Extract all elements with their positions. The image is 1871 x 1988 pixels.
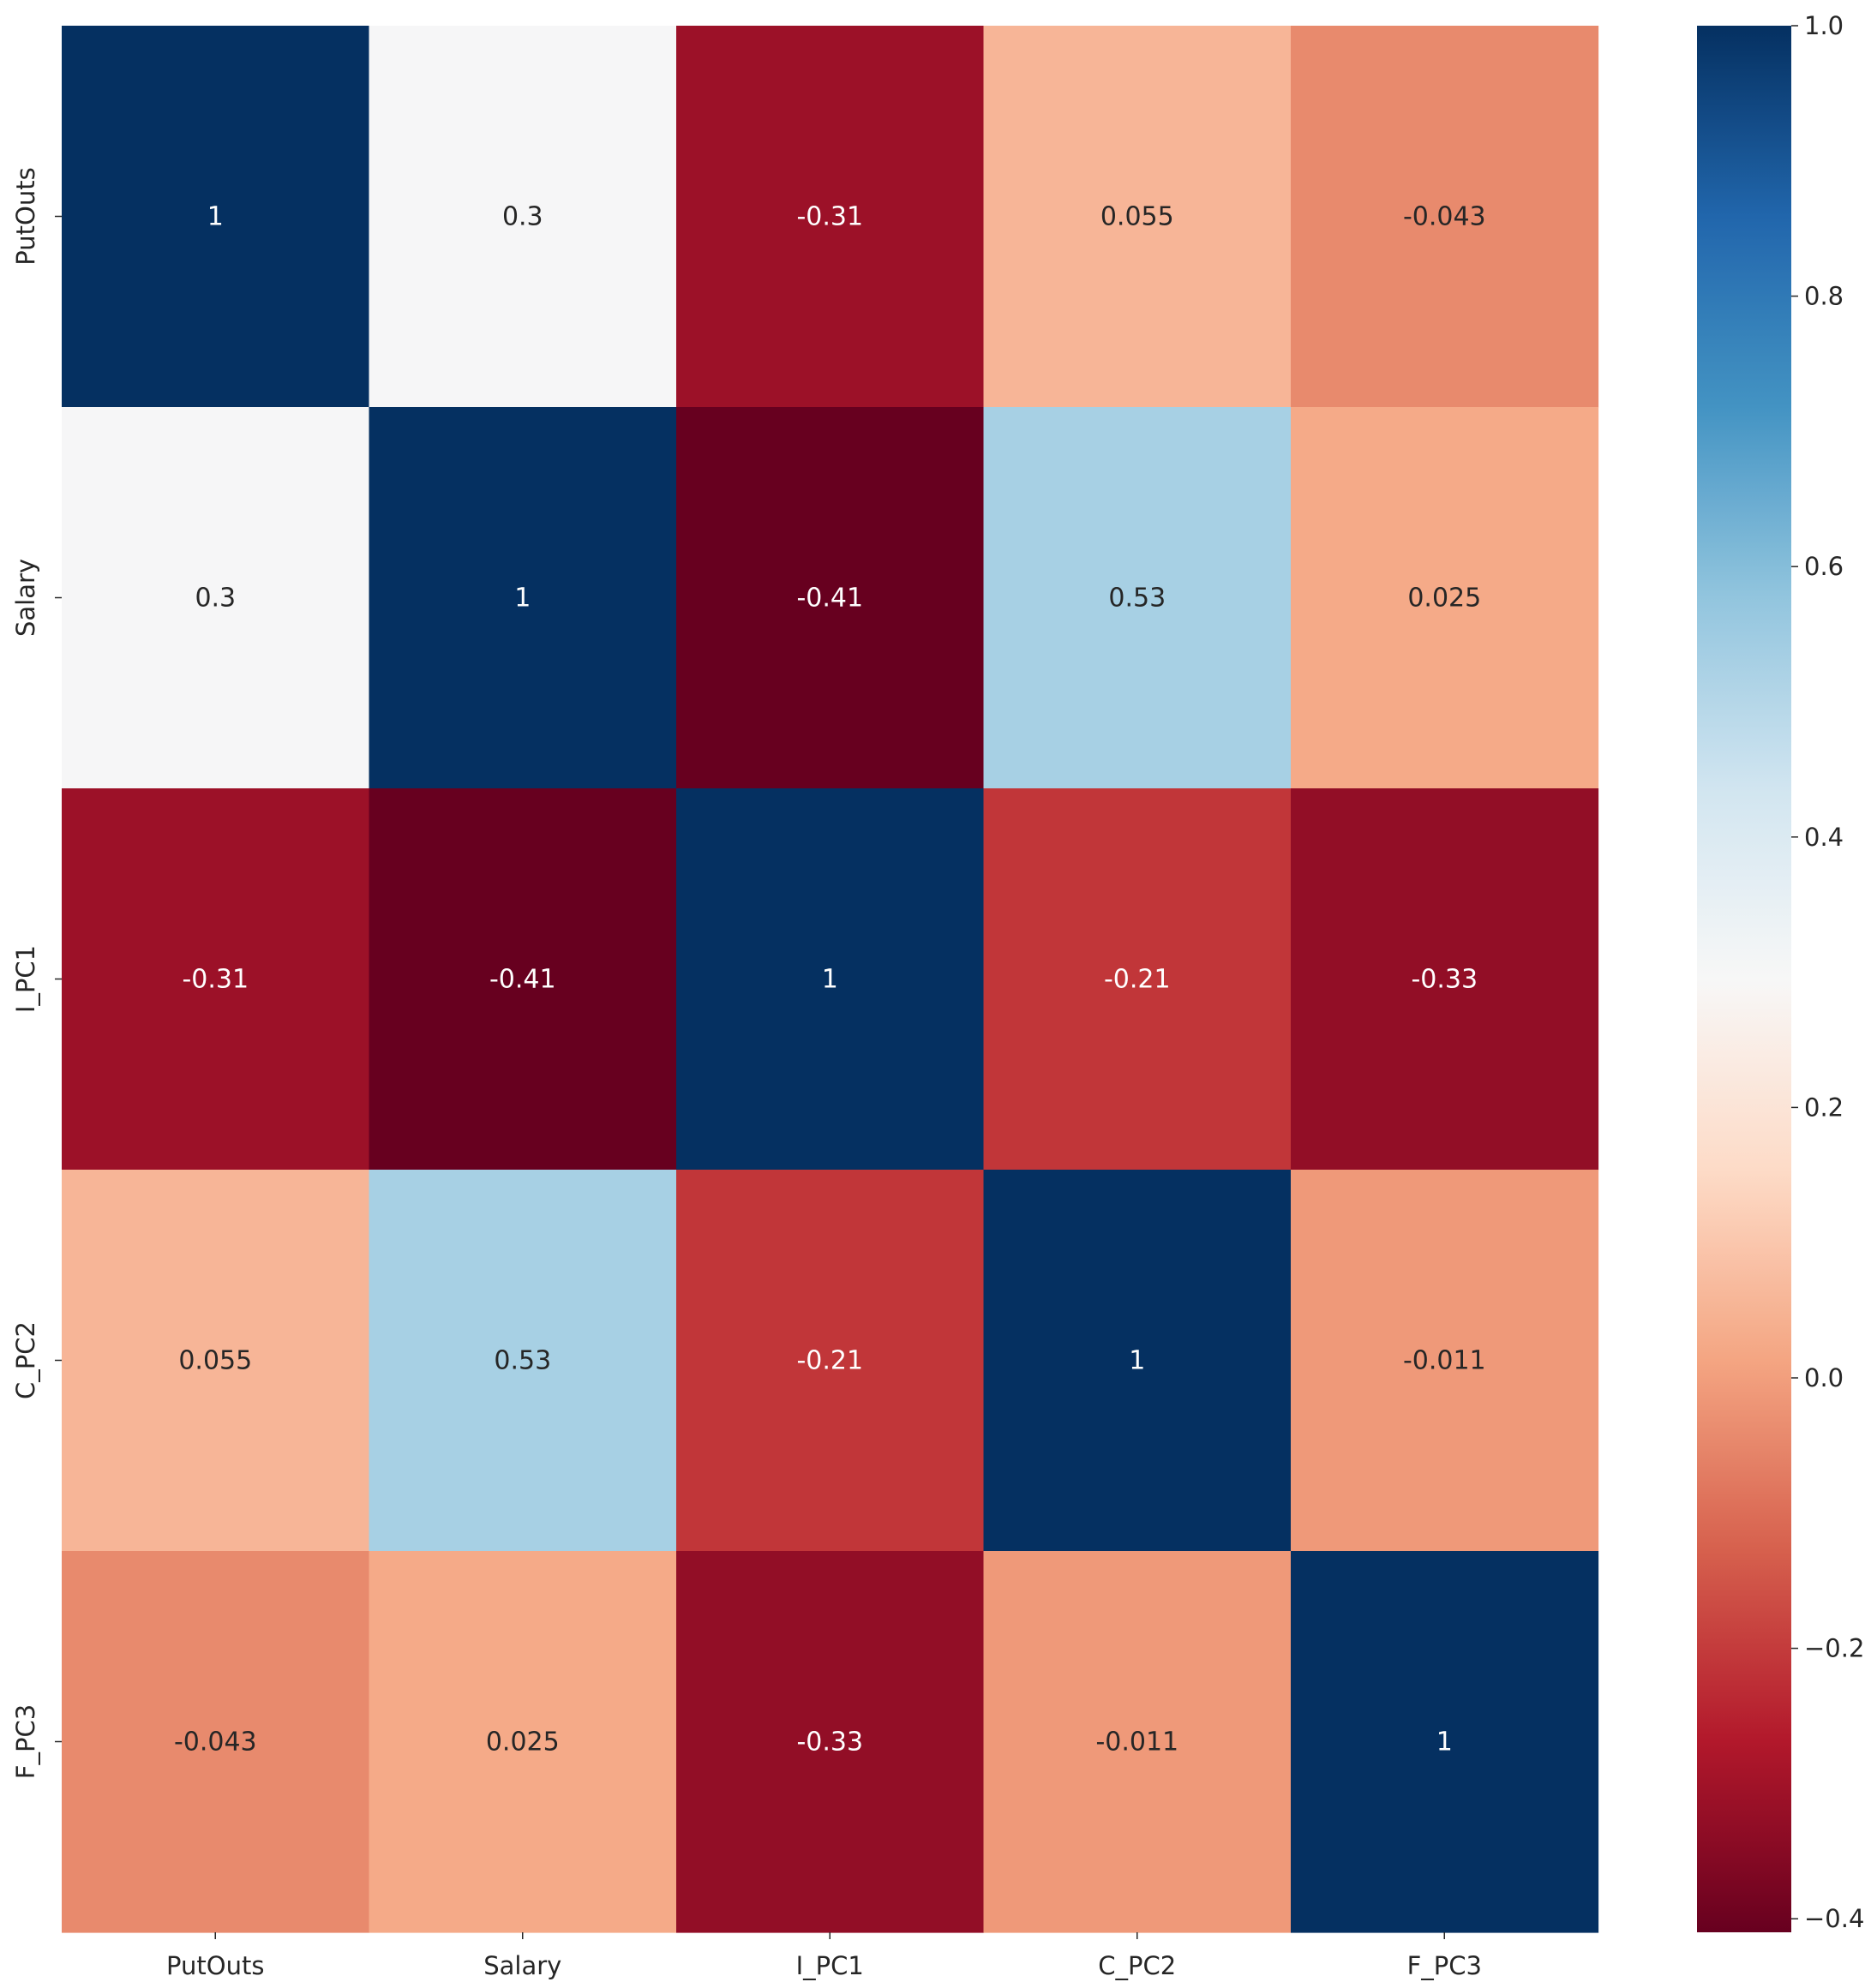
cell-value-label: 1 [514,584,531,614]
cell-value-label: -0.41 [796,584,863,614]
heatmap-cell [676,26,985,408]
x-tick-label: PutOuts [166,1951,264,1980]
heatmap-cell [369,407,677,789]
colorbar-tick-label: 0.2 [1804,1093,1844,1122]
colorbar-tick-label: 0.8 [1804,282,1844,311]
cell-value-label: -0.043 [174,1728,257,1757]
heatmap-cell [62,1551,370,1933]
cell-value-label: 1 [822,965,838,995]
x-axis: PutOuts Salary I_PC1 C_PC2 F_PC3 [166,1932,1482,1980]
cell-value-label: -0.31 [182,965,249,995]
y-tick-label: C_PC2 [11,1321,40,1399]
cell-value-label: -0.21 [1104,965,1171,995]
heatmap-cell [1291,26,1599,408]
colorbar-gradient [1697,26,1791,1932]
heatmap-cell [983,1551,1292,1933]
colorbar-tick-label: 1.0 [1804,11,1844,40]
cell-value-label: 0.3 [195,584,236,614]
cell-value-label: 1 [1436,1728,1453,1757]
x-tick-label: I_PC1 [796,1951,864,1980]
cell-value-label: 0.025 [486,1728,560,1757]
cell-value-label: 0.53 [1108,584,1166,614]
colorbar-tick-label: −0.2 [1804,1634,1864,1663]
cell-value-label: 0.53 [494,1346,551,1376]
heatmap-cell [676,788,985,1171]
cell-value-label: -0.011 [1095,1728,1178,1757]
colorbar-tick-label: 0.4 [1804,823,1844,852]
heatmap-cell [62,407,370,789]
heatmap-cell [1291,1551,1599,1933]
heatmap-cell [369,1170,677,1552]
cell-value-label: -0.31 [796,202,863,232]
x-tick-label: Salary [483,1951,561,1980]
y-tick-label: Salary [11,559,40,637]
x-tick-label: C_PC2 [1098,1951,1176,1980]
heatmap-cell [1291,407,1599,789]
colorbar-tick-label: 0.6 [1804,552,1844,581]
heatmap-cell [369,788,677,1171]
y-axis: PutOuts Salary I_PC1 C_PC2 F_PC3 [11,167,62,1779]
heatmap-cell [1291,1170,1599,1552]
cell-value-label: 1 [1129,1346,1145,1376]
cell-value-label: 1 [207,202,224,232]
heatmap-cell-labels: 1 0.3 -0.31 0.055 -0.043 0.3 1 -0.41 0.53 0.025 -0… [174,202,1486,1757]
heatmap-cell [676,1170,985,1552]
heatmap-cells [62,26,1599,1933]
heatmap-cell [369,26,677,408]
colorbar: 1.0 0.8 0.6 0.4 0.2 0.0 −0.2 −0.4 [1697,11,1864,1933]
colorbar-tick-label: 0.0 [1804,1363,1844,1392]
heatmap-cell [369,1551,677,1933]
y-tick-label: I_PC1 [11,945,40,1013]
cell-value-label: -0.41 [489,965,556,995]
cell-value-label: 0.055 [178,1346,252,1376]
cell-value-label: 0.3 [502,202,543,232]
y-tick-label: F_PC3 [11,1704,40,1779]
y-tick-label: PutOuts [11,167,40,265]
x-tick-label: F_PC3 [1407,1951,1482,1980]
heatmap-cell [983,407,1292,789]
heatmap-cell [983,26,1292,408]
heatmap-cell [1291,788,1599,1171]
cell-value-label: -0.011 [1403,1346,1486,1376]
colorbar-tick-label: −0.4 [1804,1904,1864,1933]
cell-value-label: 0.025 [1407,584,1481,614]
heatmap-cell [983,1170,1292,1552]
heatmap-cell [983,788,1292,1171]
cell-value-label: -0.33 [1411,965,1478,995]
cell-value-label: 0.055 [1100,202,1174,232]
heatmap-cell [676,1551,985,1933]
cell-value-label: -0.33 [796,1728,863,1757]
heatmap-cell [676,407,985,789]
heatmap-cell [62,1170,370,1552]
cell-value-label: -0.043 [1403,202,1486,232]
heatmap-cell [62,26,370,408]
cell-value-label: -0.21 [796,1346,863,1376]
heatmap-cell [62,788,370,1171]
